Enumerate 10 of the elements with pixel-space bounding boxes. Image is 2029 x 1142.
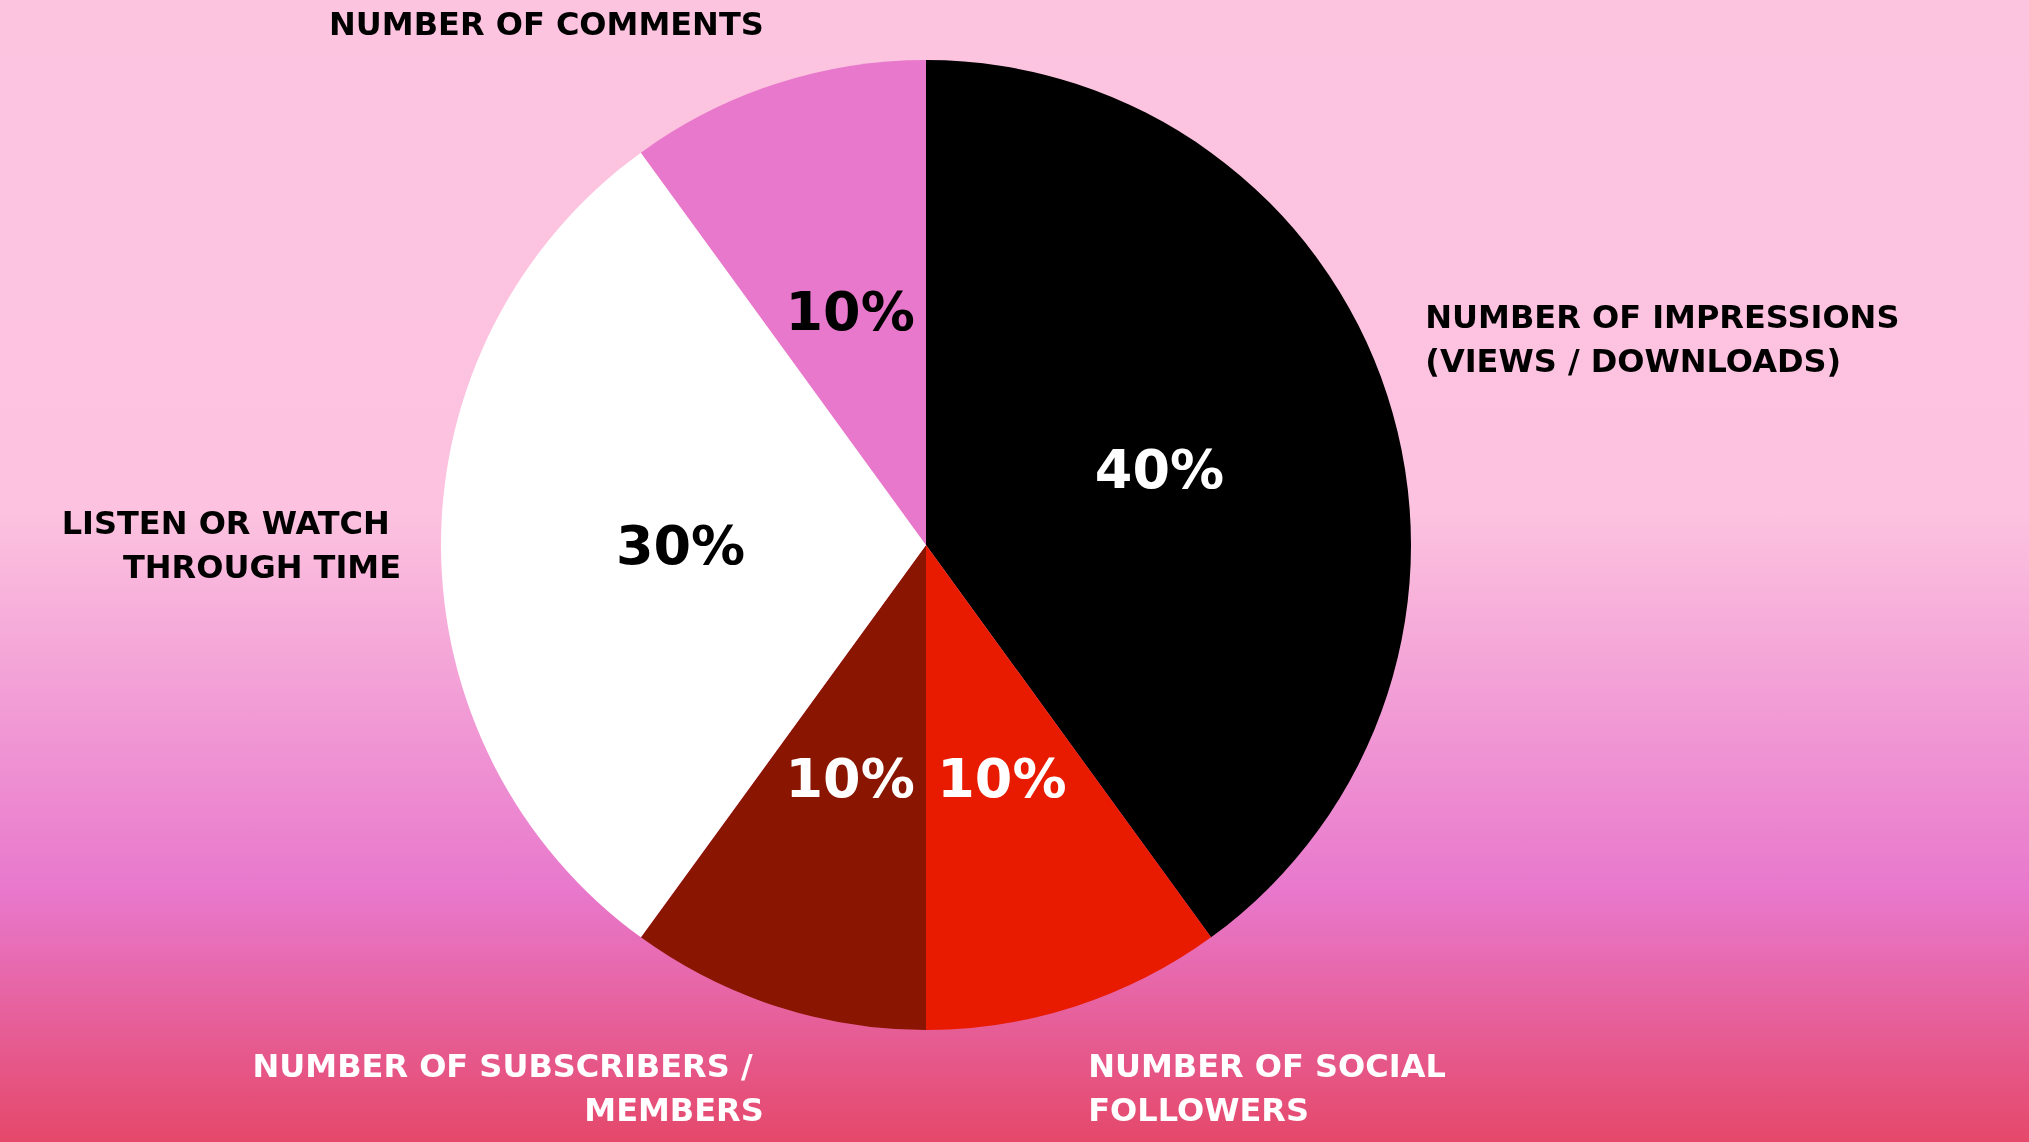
- slice-label: NUMBER OF COMMENTS: [329, 4, 764, 43]
- slice-label: NUMBER OF SOCIAL FOLLOWERS: [1088, 1047, 1458, 1130]
- data-label: 10%: [937, 746, 1067, 810]
- data-label: 10%: [785, 280, 915, 344]
- data-label: 30%: [615, 513, 746, 577]
- slice-label: NUMBER OF IMPRESSIONS (VIEWS / DOWNLOADS): [1425, 297, 1911, 380]
- slice-label: LISTEN OR WATCH THROUGH TIME: [61, 504, 401, 586]
- data-label: 40%: [1094, 437, 1225, 501]
- data-label: 10%: [785, 746, 915, 810]
- slice-label: NUMBER OF SUBSCRIBERS / MEMBERS: [252, 1047, 764, 1130]
